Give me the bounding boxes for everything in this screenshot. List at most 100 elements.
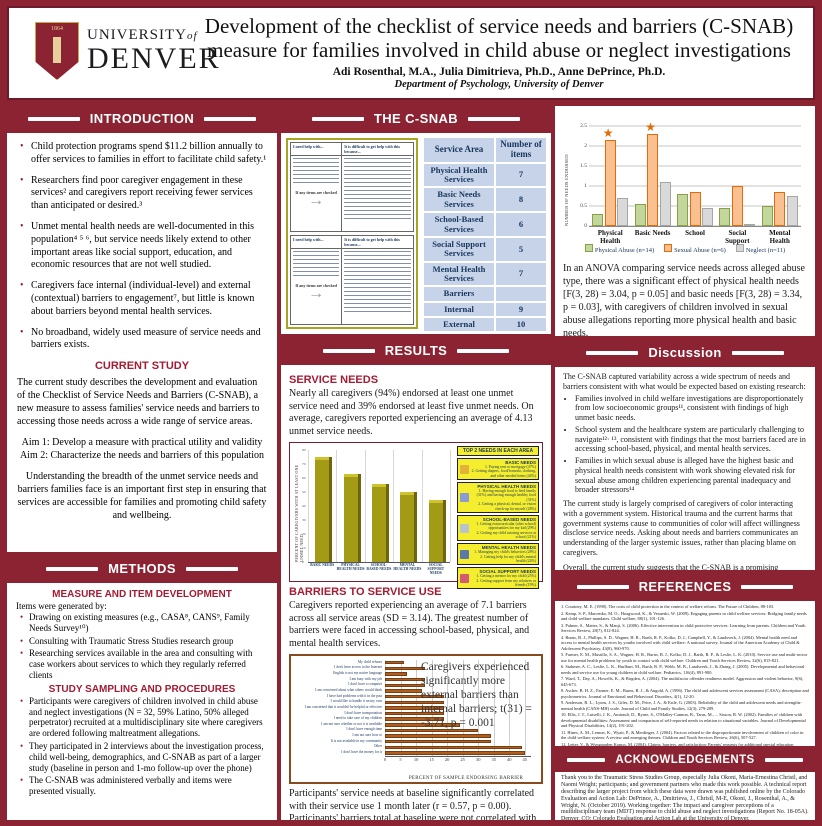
abuse-bar [731,186,743,226]
table-cell-count: 7 [496,262,546,286]
needs-bar-cap [428,500,443,504]
current-study-closing: Understanding the breadth of the unmet s… [17,471,267,522]
barriers-bar-chart: 0 5 10 15 20 25 30 35 40 45 My child refuses I don'… [295,660,537,764]
needs-bar-cap [343,473,358,477]
band-dash [731,350,784,355]
right-arrow-icon: → [308,285,325,302]
barriers-gridline [509,660,511,756]
barriers-x-tick: 25 [460,757,465,762]
acknowledgements-title: ACKNOWLEDGEMENTS [615,754,755,766]
reference-item: 11. Hines, A. M., Lemon, K., Wyatt, P., … [561,729,804,741]
abuse-bar [592,214,604,226]
barriers-x-tick: 5 [399,757,402,762]
legend-box-line1: 1. Managing my child's behaviors (28%) [474,550,536,555]
significance-star-icon: ★ [645,120,656,134]
discussion-band: Discussion [555,340,815,365]
form-barrier-lines [344,251,411,313]
band-dash [567,758,606,762]
discussion-title: Discussion [648,345,722,360]
barrier-label: It is not available in my community [330,738,382,743]
wordmark-university: UNIVERSITY [87,27,187,43]
band-dash [576,584,629,589]
csnab-band: THE C-SNAB [281,106,551,131]
needs-y-tick: 70 [302,462,306,466]
form-check-note: If any items are checked [295,190,337,195]
barrier-bar [385,706,445,710]
abuse-bar [744,224,756,226]
table-header-service-area: Service Area [424,138,494,162]
barriers-gridline [447,660,449,756]
barrier-bar [385,745,522,750]
current-study-paragraph: The current study describes the developm… [17,377,260,428]
needs-bar-cap [371,483,387,487]
aim-2: Aim 2: Characterize the needs and barrie… [19,450,265,462]
discussion-intro: The C-SNAB captured variability across a… [563,372,806,391]
references-title: REFERENCES [638,579,732,594]
legend-box-line1: 1. Getting a mentor for my child (25%) [476,574,536,579]
form-header-need: I need help with... [291,143,343,155]
intro-bullet: No broadband, widely used measure of ser… [20,327,267,353]
needs-y-tick: 10 [302,546,306,550]
poster-title-line2: measure for families involved in child a… [207,38,791,63]
acknowledgements-text: Thank you to the Traumatic Stress Studie… [555,772,815,820]
barrier-bar [385,672,407,676]
table-cell-count: 7 [496,163,546,187]
header: 1864 UNIVERSITYof DENVER Development of … [7,6,815,100]
needs-bar [400,492,418,562]
title-block: Development of the checklist of service … [199,14,799,90]
results-panel: RESULTS SERVICE NEEDS Nearly all caregiv… [281,338,551,820]
abuse-bar [647,134,659,226]
barrier-label: I am concerned that it wouldn't be helpf… [304,704,382,709]
table-cell-count: 9 [496,302,546,316]
du-shield-icon: 1864 [35,22,79,80]
barrier-bar [385,689,423,693]
discussion-para2: The current study is largely comprised o… [563,499,800,557]
barrier-label: I have had problems with it in the past [326,693,382,698]
methods-title: METHODS [108,561,176,576]
abuse-bar [634,204,646,226]
band-dash [204,116,257,121]
band-dash [322,348,375,353]
abuse-bar [677,194,688,226]
barrier-label: I am busy with my job [349,676,382,681]
introduction-band: INTRODUCTION [7,106,277,131]
service-needs-paragraph: Nearly all caregivers (94%) endorsed at … [289,388,534,437]
table-cell-area: Basic Needs Services [424,188,494,212]
acknowledgements-band: ACKNOWLEDGEMENTS [555,750,815,770]
sampling-bullets: Participants were caregivers of children… [16,696,268,797]
abuse-y-tick: 2 [584,143,587,149]
csnab-form-panel-1: I need help with... It is difficult to g… [290,142,414,232]
abuse-bar [604,140,616,226]
needs-bar-cap [315,457,330,460]
legend-item: Physical Abuse (n=14) [584,244,654,254]
abuse-x-label: Basic Needs [634,229,671,237]
service-needs-figure: PERCENT OF CAREGIVERS WITH AT LEAST ONE … [289,442,543,590]
reference-item: 7. Ward, T., Day, A., Howells, K., & Bir… [561,676,804,687]
top2-legend-box: SOCIAL SUPPORT NEEDS 1. Getting a mentor… [457,567,539,590]
intro-bullet: Unmet mental health needs are well-docum… [20,221,267,272]
correlation-paragraph: Participants' service needs at baseline … [289,788,537,820]
legend-item: Neglect (n=11) [735,244,785,254]
methods-bullet: Consulting with Traumatic Stress Studies… [20,636,268,647]
form-header-difficult: It is difficult to get help with this be… [344,237,400,247]
needs-bar-label: PHYSICAL HEALTH NEEDS [336,563,365,571]
top2-legend-box: MENTAL HEALTH NEEDS 1. Managing my child… [457,543,539,566]
top2-legend-box: BASIC NEEDS 1. Paying rent or mortgage (… [457,458,539,481]
methods-band: METHODS [7,556,277,581]
authors: Adi Rosenthal, M.A., Julia Dimitrieva, P… [332,66,666,79]
barriers-x-tick: 30 [475,757,481,762]
reference-item: 12. Leiter, V., & Wyngaarden Krauss, M. … [561,741,794,747]
barriers-x-tick: 0 [383,757,387,762]
table-cell-area: Physical Health Services [424,163,494,187]
abuse-x-label: Mental Health [769,229,791,245]
abuse-y-tick: 1 [584,183,587,189]
barriers-x-tick: 40 [507,757,512,762]
results-band: RESULTS [281,338,551,363]
intro-bullet: Child protection programs spend $11.2 bi… [20,141,267,167]
methods-panel: METHODS MEASURE AND ITEM DEVELOPMENT Ite… [7,556,277,820]
shield-tower-icon [53,37,61,63]
current-study-heading: CURRENT STUDY [94,360,190,373]
significance-star-icon: ★ [602,126,614,140]
legend-box-title: SOCIAL SUPPORT NEEDS [479,569,536,575]
discussion-bullet: Families involved in child welfare inves… [575,394,807,423]
